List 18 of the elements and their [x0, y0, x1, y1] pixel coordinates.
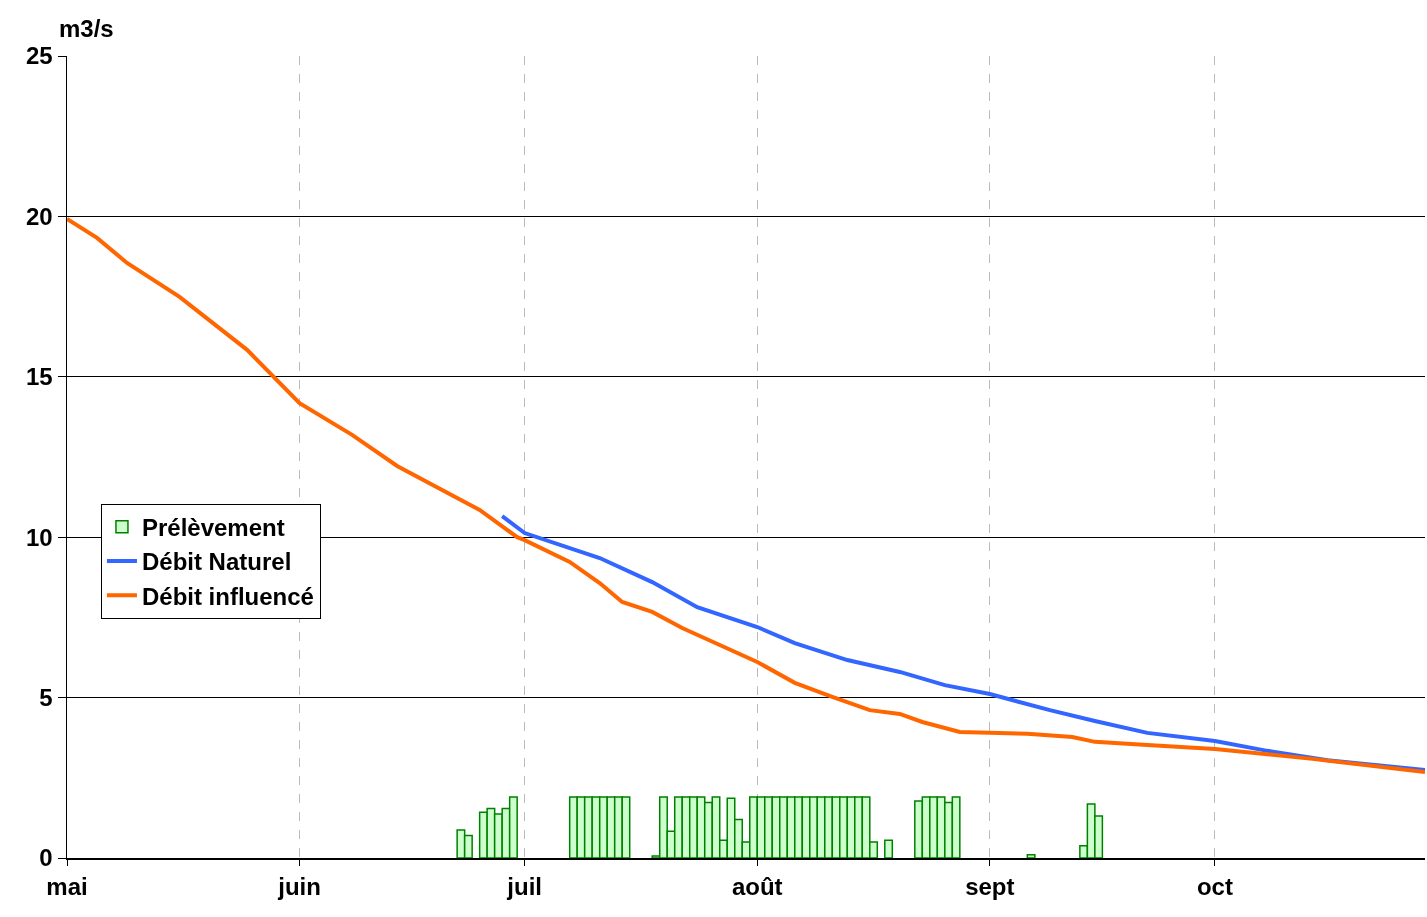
bar	[1026, 854, 1036, 858]
legend-label: Débit influencé	[141, 582, 314, 610]
x-tick-label: août	[731, 872, 783, 900]
x-tick-label: sept	[965, 872, 1015, 900]
y-tick-label: 20	[26, 202, 53, 230]
bar	[884, 839, 894, 858]
legend-label: Prélèvement	[141, 514, 285, 542]
x-tick-label: juil	[506, 872, 543, 900]
y-tick-label: 0	[39, 844, 53, 872]
legend-label: Débit Naturel	[141, 548, 292, 576]
x-tick-label: oct	[1196, 872, 1233, 900]
x-tick-label: mai	[46, 872, 88, 900]
x-tick-label: juin	[277, 872, 321, 900]
y-axis-title: m3/s	[59, 15, 114, 42]
y-tick-label: 15	[26, 363, 53, 391]
y-tick-label: 25	[26, 42, 53, 70]
y-tick-label: 5	[39, 684, 53, 711]
y-tick-label: 10	[26, 523, 53, 551]
